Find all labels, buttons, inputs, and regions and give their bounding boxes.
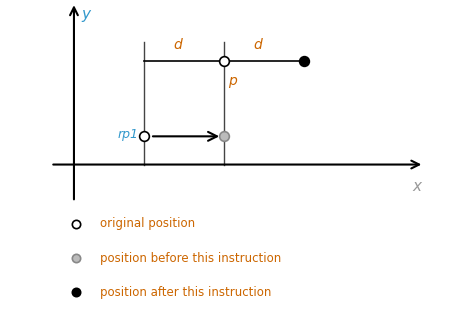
Text: position before this instruction: position before this instruction: [100, 252, 281, 265]
Text: p: p: [228, 74, 237, 88]
Text: d: d: [252, 38, 261, 52]
Text: x: x: [412, 179, 421, 194]
Text: rp1: rp1: [118, 128, 139, 141]
Text: y: y: [81, 7, 90, 22]
Text: original position: original position: [100, 217, 195, 230]
Text: d: d: [173, 38, 181, 52]
Text: position after this instruction: position after this instruction: [100, 286, 271, 299]
